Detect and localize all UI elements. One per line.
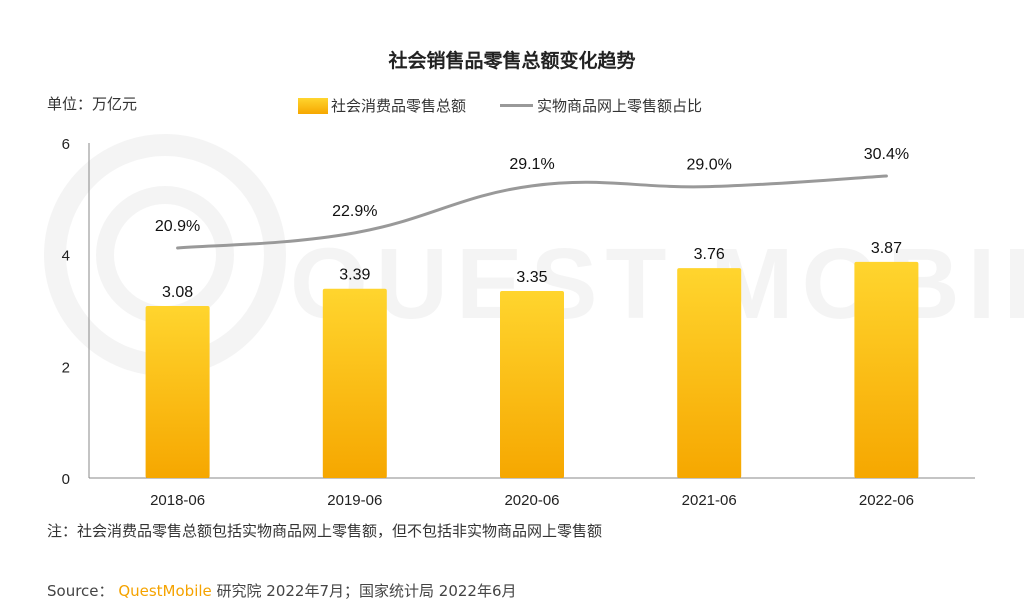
legend-line-label: 实物商品网上零售额占比	[537, 97, 703, 115]
source-brand: QuestMobile	[118, 582, 212, 600]
legend-line-swatch	[500, 104, 534, 107]
bar-value-label: 3.76	[694, 246, 725, 263]
bars	[145, 261, 919, 478]
line-value-label: 29.0%	[687, 157, 732, 174]
labels: 3.08 3.39 3.35 3.76 3.87 20.9% 22.9% 29.1% 29.0%…	[155, 146, 909, 301]
y-tick-label: 0	[62, 471, 70, 488]
legend: 社会消费品零售总额 实物商品网上零售额占比	[298, 95, 702, 116]
y-tick-label: 4	[62, 248, 70, 265]
chart-title: 社会销售品零售总额变化趋势	[388, 50, 636, 72]
source-rest: 研究院 2022年7月；国家统计局 2022年6月	[211, 582, 517, 600]
footnote: 注：社会消费品零售总额包括实物商品网上零售额，但不包括非实物商品网上零售额	[47, 522, 603, 540]
line-value-label: 22.9%	[332, 203, 377, 220]
x-tick-label: 2018-06	[150, 492, 205, 509]
bar-value-label: 3.87	[871, 240, 902, 257]
bar	[500, 290, 564, 478]
bar-value-label: 3.35	[516, 269, 547, 286]
line-value-label: 20.9%	[155, 218, 200, 235]
x-tick-label: 2021-06	[682, 492, 737, 509]
y-tick-label: 6	[62, 136, 70, 153]
x-tick-label: 2022-06	[859, 492, 914, 509]
legend-bar-label: 社会消费品零售总额	[331, 97, 467, 115]
bar-value-label: 3.08	[162, 284, 193, 301]
bar	[854, 261, 919, 478]
line-value-label: 29.1%	[509, 156, 554, 173]
bar	[322, 288, 387, 478]
legend-item-line: 实物商品网上零售额占比	[500, 95, 702, 116]
bar-value-label: 3.39	[339, 267, 370, 284]
line-layer	[176, 174, 888, 250]
x-tick-label: 2019-06	[327, 492, 382, 509]
y-tick-label: 2	[62, 359, 70, 376]
axes: 0 2 4 6 2018-06 2019-06 2020-06 2021-06 2022-06	[62, 136, 975, 509]
bar	[677, 268, 742, 478]
x-tick-label: 2020-06	[504, 492, 559, 509]
unit-label: 单位：万亿元	[47, 95, 138, 113]
source-prefix: Source：	[47, 582, 114, 600]
legend-item-bar: 社会消费品零售总额	[298, 95, 466, 116]
legend-bar-swatch	[298, 97, 328, 114]
line-value-label: 30.4%	[864, 146, 909, 163]
source-line: Source： QuestMobile 研究院 2022年7月；国家统计局 20…	[47, 580, 517, 601]
bar	[145, 306, 210, 478]
